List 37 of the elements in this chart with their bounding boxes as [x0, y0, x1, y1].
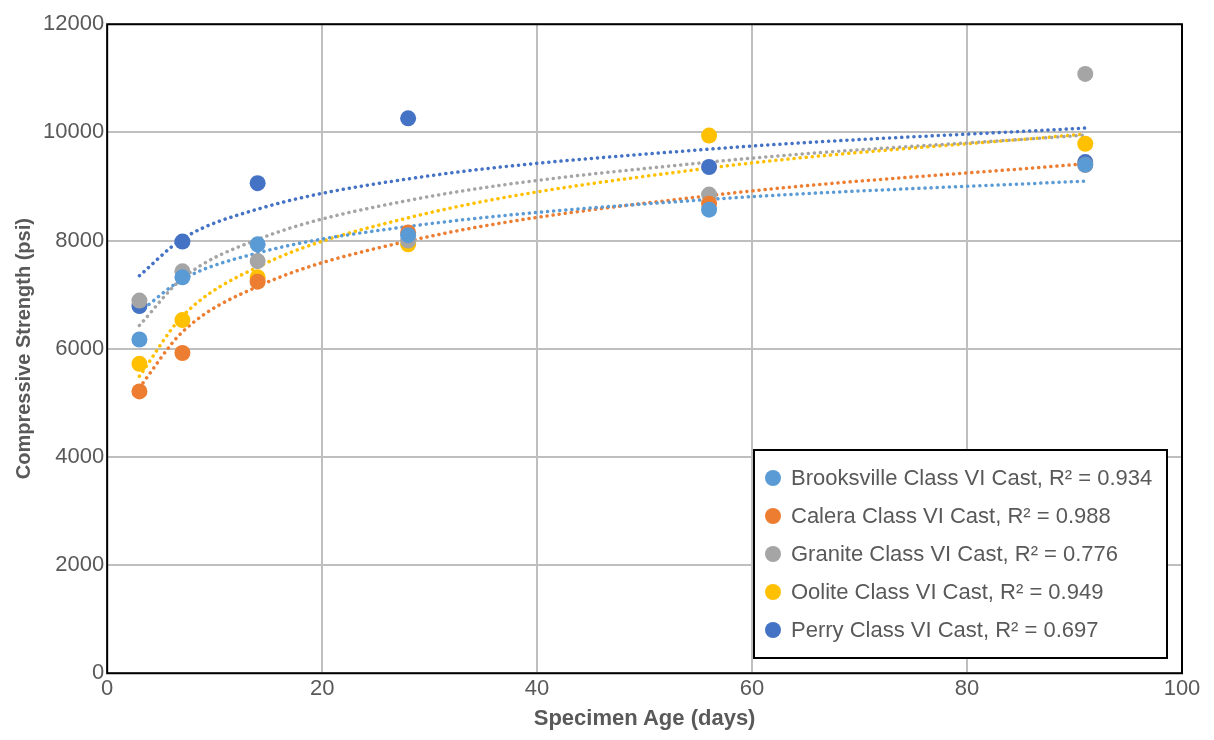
point	[174, 345, 191, 362]
y-tick-label: 10000	[42, 118, 105, 144]
point	[249, 236, 266, 253]
point	[174, 269, 191, 286]
x-axis-title: Specimen Age (days)	[533, 704, 756, 730]
y-tick-label: 12000	[42, 10, 105, 36]
point	[249, 273, 266, 290]
point	[701, 158, 718, 175]
legend-label: Perry Class VI Cast, R² = 0.697	[791, 617, 1099, 644]
x-tick-label: 40	[524, 675, 550, 701]
y-tick-label: 4000	[55, 442, 105, 468]
y-tick-label: 2000	[55, 551, 105, 577]
point	[174, 312, 191, 329]
legend-label: Brooksville Class VI Cast, R² = 0.934	[791, 465, 1153, 492]
legend-label: Oolite Class VI Cast, R² = 0.949	[791, 579, 1104, 606]
point	[1077, 65, 1094, 82]
point	[131, 383, 148, 400]
point	[131, 331, 148, 348]
x-tick-label: 100	[1163, 675, 1201, 701]
y-axis-title: Compressive Strength (psi)	[11, 218, 34, 480]
point	[400, 110, 417, 127]
x-tick-label: 60	[739, 675, 765, 701]
legend-label: Calera Class VI Cast, R² = 0.988	[791, 503, 1111, 530]
legend-label: Granite Class VI Cast, R² = 0.776	[791, 541, 1119, 568]
x-tick-label: 80	[954, 675, 980, 701]
y-tick-label: 6000	[55, 334, 105, 360]
point	[701, 127, 718, 144]
point	[1077, 135, 1094, 152]
point	[701, 201, 718, 218]
point	[249, 253, 266, 270]
x-tick-label: 20	[309, 675, 335, 701]
point	[131, 292, 148, 309]
point	[131, 355, 148, 372]
point	[174, 233, 191, 250]
y-tick-label: 8000	[55, 226, 105, 252]
line-series	[137, 126, 1088, 278]
point	[249, 175, 266, 192]
